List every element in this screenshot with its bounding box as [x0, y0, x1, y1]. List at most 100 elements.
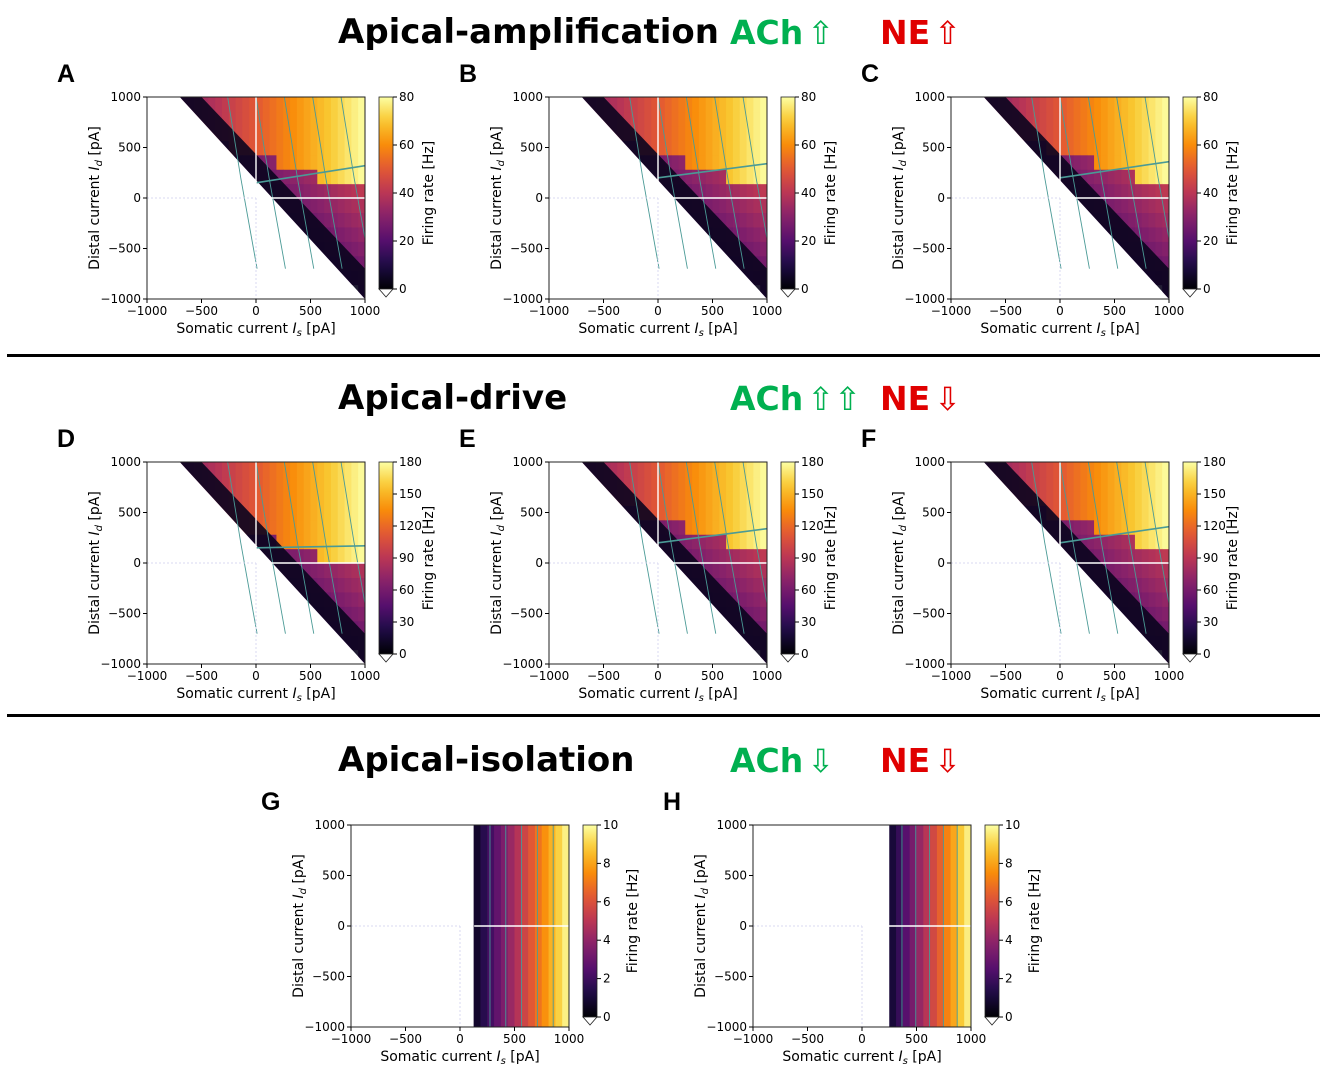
heatmap-cell	[1141, 97, 1150, 113]
contour-line	[340, 462, 365, 606]
heatmap-cell	[1148, 505, 1156, 521]
heatmap-cell	[276, 140, 284, 156]
heatmap-cell	[1100, 462, 1109, 478]
heatmap-cell	[1141, 476, 1150, 492]
heatmap-cell	[630, 476, 639, 492]
heatmap-cell	[317, 563, 325, 579]
heatmap-cell	[303, 505, 312, 521]
heatmap-cell	[698, 111, 707, 127]
colorbar-tick-label: 20	[1203, 234, 1218, 248]
heatmap-cell	[753, 140, 761, 156]
heatmap-cell	[753, 169, 761, 185]
heatmap-cell	[1155, 140, 1163, 156]
heatmap-cell	[269, 140, 278, 156]
heatmap-cell	[344, 563, 352, 579]
heatmap-cell	[1155, 125, 1163, 141]
heatmap-cell	[317, 212, 325, 228]
colorbar-tick-label: 90	[1203, 551, 1218, 565]
heatmap-cell	[235, 111, 243, 127]
colorbar	[1182, 96, 1198, 290]
colorbar-tick-label: 150	[1203, 487, 1226, 501]
heatmap-cell	[698, 505, 707, 521]
heatmap-cell	[310, 154, 318, 170]
heatmap-cell	[712, 548, 720, 564]
heatmap-cell	[256, 140, 264, 156]
heatmap-cell	[337, 505, 346, 521]
heatmap-cell	[249, 140, 257, 156]
y-tick-label: 1000	[110, 455, 141, 469]
section-divider	[7, 354, 1320, 357]
heatmap-cell	[1087, 140, 1095, 156]
heatmap-cell	[746, 111, 754, 127]
heatmap-cell	[337, 548, 346, 564]
heatmap-cell	[753, 198, 761, 214]
heatmap-cell	[358, 462, 365, 478]
colorbar-tick-label: 0	[801, 647, 809, 661]
colorbar-tick-label: 120	[399, 519, 422, 533]
y-tick-label: −500	[108, 607, 141, 621]
heatmap-cell	[760, 255, 767, 271]
heatmap-cell	[351, 198, 359, 214]
heatmap-cell	[1155, 577, 1163, 593]
heatmap-cell	[1141, 169, 1150, 185]
contour-line	[657, 462, 688, 634]
y-axis-label: Distal current Id [pA]	[489, 491, 507, 635]
heatmap-cell	[753, 591, 761, 607]
heatmap-cell	[664, 505, 673, 521]
x-tick-label: 0	[456, 1032, 464, 1046]
heatmap-cell	[1053, 462, 1061, 478]
heatmap-cell	[1066, 476, 1075, 492]
heatmap-cell	[337, 563, 346, 579]
heatmap-cell	[330, 140, 339, 156]
colorbar-tick-label: 180	[1203, 455, 1226, 469]
heatmap-cell	[344, 226, 352, 242]
heatmap-cell	[746, 198, 754, 214]
heatmap-cell	[1121, 183, 1129, 199]
heatmap-cell	[651, 111, 659, 127]
x-tick-label: 500	[299, 304, 322, 318]
heatmap-cell	[330, 519, 339, 535]
heatmap-cell	[705, 534, 714, 550]
heatmap-cell	[712, 154, 720, 170]
heatmap-cell	[1148, 577, 1156, 593]
heatmap-cell	[1114, 563, 1122, 579]
heatmap-cell	[1148, 183, 1156, 199]
heatmap-cell	[330, 226, 339, 242]
heatmap-cell	[705, 519, 714, 535]
heatmap-cell	[269, 505, 278, 521]
heatmap-cell	[1080, 111, 1088, 127]
heatmap-cell	[1148, 490, 1156, 506]
heatmap-cell	[249, 97, 257, 113]
heatmap-cell	[678, 97, 686, 113]
heatmap-cell	[324, 198, 332, 214]
heatmap-cell	[310, 505, 318, 521]
colorbar-tick-label: 6	[603, 895, 611, 909]
heatmap-cell	[760, 490, 767, 506]
heatmap-cell	[658, 97, 666, 113]
heatmap-cell	[1155, 591, 1163, 607]
heatmap-cell	[760, 169, 767, 185]
heatmap-cell	[698, 169, 707, 185]
heatmap-cell	[719, 534, 727, 550]
panel-letter: G	[261, 788, 281, 816]
heatmap-cell	[705, 462, 714, 478]
heatmap-cell	[235, 476, 243, 492]
heatmap-cell	[1100, 111, 1109, 127]
y-tick-label: 1000	[716, 818, 747, 832]
heatmap-cell	[1100, 476, 1109, 492]
heatmap-cell	[1100, 490, 1109, 506]
plot-area	[549, 97, 767, 299]
heatmap-cell	[671, 476, 680, 492]
heatmap-cell	[1046, 125, 1054, 141]
heatmap-cell	[685, 154, 693, 170]
heatmap-cell	[1107, 505, 1116, 521]
y-tick-label: 500	[922, 506, 945, 520]
heatmap-cell	[1032, 97, 1041, 113]
heatmap-cell	[637, 97, 645, 113]
panel-letter: B	[459, 60, 478, 88]
heatmap-cell	[358, 591, 365, 607]
heatmap-cell	[1100, 154, 1109, 170]
boundary-line	[657, 162, 767, 179]
colorbar-tick-label: 8	[603, 856, 611, 870]
heatmap-cell	[1128, 462, 1136, 478]
